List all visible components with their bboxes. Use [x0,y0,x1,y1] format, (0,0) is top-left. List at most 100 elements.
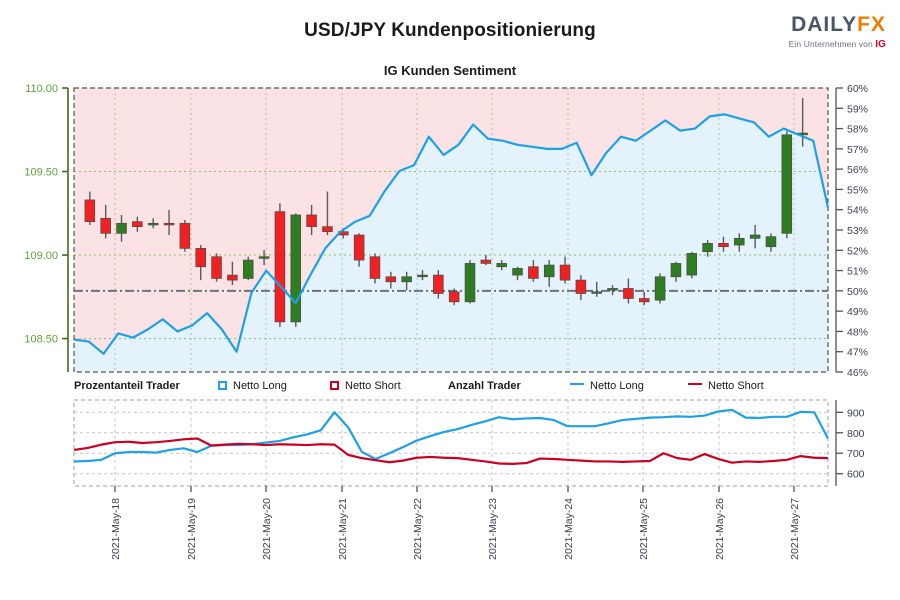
candle-body-bullish [147,222,159,226]
right-axis-tick-label: 52% [847,245,868,257]
legend-item-pct-net-long[interactable]: Netto Long [218,380,287,392]
left-axis-tick-label: 109.00 [24,250,58,262]
candle-body-bearish [211,256,222,279]
legend-item-count-net-long[interactable]: Netto Long [570,380,644,392]
candle-body-bearish [480,259,492,264]
legend-label-count-net-short: Netto Short [708,380,764,393]
candle-body-bullish [591,291,602,294]
x-axis-tick-label: 2021-May-19 [186,498,198,560]
left-axis-tick-label: 108.50 [24,334,58,346]
count-net-short-line [73,437,829,465]
logo-wordmark: DAILYFX [789,14,886,35]
right-axis-tick-label: 50% [847,286,868,298]
dailyfx-logo: DAILYFX Ein Unternehmen von IG [789,14,886,50]
logo-daily-text: DAILY [791,13,858,36]
candle-body-bearish [638,298,650,303]
candle-body-bearish [448,291,460,303]
candle-body-bearish [179,222,191,249]
right-axis-tick-label: 49% [847,306,868,318]
candle-body-bearish [385,276,397,283]
candle-body-bearish [84,199,96,222]
candle-body-bearish [322,226,333,233]
right-axis-tick-label: 53% [847,225,868,237]
right-axis-tick-label: 46% [847,367,868,379]
candle-body-bearish [623,288,634,299]
right-axis-tick-label: 57% [847,144,868,156]
candle-body-bullish [607,288,618,291]
count-plot-background [74,400,828,486]
sentiment-area-below [74,114,828,373]
right-axis-tick-label: 51% [847,266,868,278]
logo-tagline: Ein Unternehmen von IG [789,40,886,50]
count-axis-tick-label: 600 [847,469,865,481]
candle-body-bearish [528,266,539,279]
candle-body-bullish [496,263,507,268]
chart-subtitle: IG Kunden Sentiment [383,63,517,78]
candle-body-bullish [670,263,682,278]
x-axis-tick-label: 2021-May-22 [412,498,424,560]
right-axis-tick-label: 59% [847,103,868,115]
candle-body-bullish [417,274,428,278]
candle-body-bullish [290,214,302,323]
candle-body-bullish [401,276,412,283]
sentiment-area-above [74,88,828,354]
left-axis-tick-label: 110.00 [25,83,58,95]
x-axis-tick-label: 2021-May-26 [714,498,726,560]
main-plot-border [73,87,829,373]
chart-legend: Prozentanteil Trader Netto Long Netto Sh… [0,380,900,396]
legend-item-pct-net-short[interactable]: Netto Short [330,380,401,392]
candle-body-bullish [765,236,777,248]
x-axis-tick-label: 2021-May-27 [789,498,801,560]
candle-body-bullish [734,238,745,246]
candle-body-bullish [781,134,793,234]
candle-body-bullish [258,256,270,259]
legend-label-pct-net-long: Netto Long [233,380,287,393]
legend-swatch-blue-line-icon [570,383,584,386]
candle-body-bearish [227,274,238,281]
candle-body-bearish [353,234,365,261]
x-axis-tick-label: 2021-May-21 [337,498,349,560]
count-axis-tick-label: 700 [847,448,865,460]
x-axis-tick-label: 2021-May-18 [110,498,122,560]
right-axis-tick-label: 58% [847,124,868,136]
candle-body-bearish [718,243,729,248]
candle-body-bearish [132,221,143,228]
legend-group-percent-label: Prozentanteil Trader [74,380,180,392]
candle-body-bullish [702,243,713,253]
right-axis-tick-label: 47% [847,347,868,359]
right-axis-tick-label: 48% [847,326,868,338]
candle-body-bearish [433,274,444,294]
right-axis-tick-label: 55% [847,184,868,196]
legend-group-count-label: Anzahl Trader [448,380,521,392]
candle-body-bearish [274,211,286,323]
candle-body-bullish [749,234,761,239]
right-axis-tick-label: 54% [847,205,868,217]
candle-body-bullish [512,268,523,276]
logo-tagline-text: Ein Unternehmen von [788,39,876,49]
logo-ig-text: IG [875,39,886,50]
left-axis-tick-label: 109.50 [24,167,58,179]
logo-fx-text: FX [857,13,886,36]
right-axis-tick-label: 60% [847,83,868,95]
legend-swatch-blue-square-icon [218,380,227,390]
legend-label-count-net-long: Netto Long [590,380,644,393]
x-axis-tick-label: 2021-May-25 [638,498,650,560]
candle-body-bearish [559,264,571,281]
candle-body-bearish [369,256,381,279]
candle-body-bullish [654,276,666,301]
legend-label-pct-net-short: Netto Short [345,380,401,393]
legend-swatch-red-square-icon [330,380,339,390]
right-axis-tick-label: 56% [847,164,868,176]
candle-body-bullish [464,263,476,303]
candle-body-bearish [195,248,206,268]
x-axis-tick-label: 2021-May-23 [487,498,499,560]
x-axis-tick-label: 2021-May-24 [563,498,575,560]
candle-body-bearish [575,279,587,294]
legend-item-count-net-short[interactable]: Netto Short [688,380,764,392]
count-net-long-line [73,408,829,463]
candle-body-bullish [543,264,555,278]
legend-swatch-red-line-icon [688,383,702,386]
candle-body-bearish [100,217,111,234]
page-title: USD/JPY Kundenpositionierung [304,20,596,41]
